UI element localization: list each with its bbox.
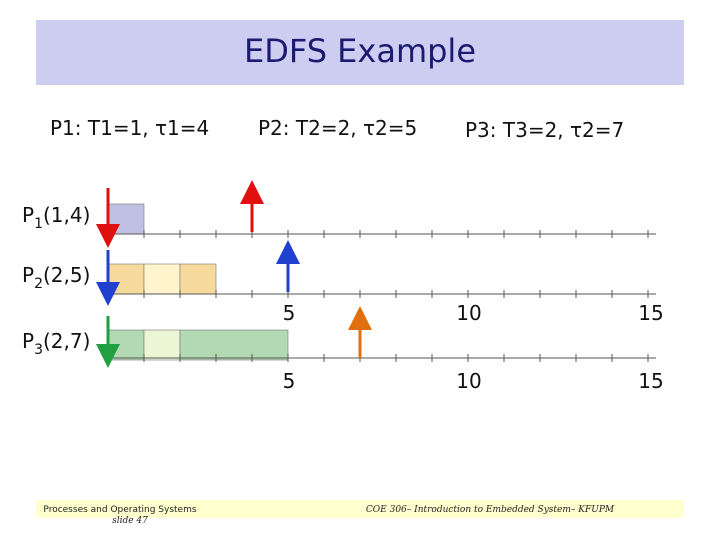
title: EDFS Example bbox=[244, 32, 476, 70]
row-name: P bbox=[22, 329, 34, 353]
axis-label: 10 bbox=[456, 301, 481, 325]
process-label: P3: T3=2, τ2=7 bbox=[465, 118, 624, 142]
row-sub: 3 bbox=[34, 342, 43, 358]
row-label: P1(1,4) bbox=[22, 203, 90, 232]
row-label: P3(2,7) bbox=[22, 329, 90, 358]
footer-left: Processes and Operating Systems bbox=[43, 505, 196, 515]
row-params: (1,4) bbox=[43, 203, 90, 227]
row-name: P bbox=[22, 203, 34, 227]
title-bar bbox=[36, 20, 684, 85]
row-sub: 1 bbox=[34, 216, 43, 232]
axis-label: 15 bbox=[638, 301, 663, 325]
footer-left: slide 47 bbox=[112, 516, 148, 526]
row-sub: 2 bbox=[34, 276, 43, 292]
arrows bbox=[96, 180, 372, 368]
axis-label: 15 bbox=[638, 369, 663, 393]
process-label: P1: T1=1, τ1=4 bbox=[50, 116, 209, 140]
row-label: P2(2,5) bbox=[22, 263, 90, 292]
axis-label: 5 bbox=[283, 301, 296, 325]
row-params: (2,7) bbox=[43, 329, 90, 353]
process-label: P2: T2=2, τ2=5 bbox=[258, 116, 417, 140]
footer-right: COE 306– Introduction to Embedded System… bbox=[366, 505, 615, 515]
footer-bar bbox=[36, 500, 684, 518]
axis-label: 5 bbox=[283, 369, 296, 393]
row-params: (2,5) bbox=[43, 263, 90, 287]
row-labels: P1(1,4)P2(2,5)P3(2,7) bbox=[22, 203, 90, 358]
axis-label: 10 bbox=[456, 369, 481, 393]
row-name: P bbox=[22, 263, 34, 287]
schedule bbox=[107, 203, 289, 361]
